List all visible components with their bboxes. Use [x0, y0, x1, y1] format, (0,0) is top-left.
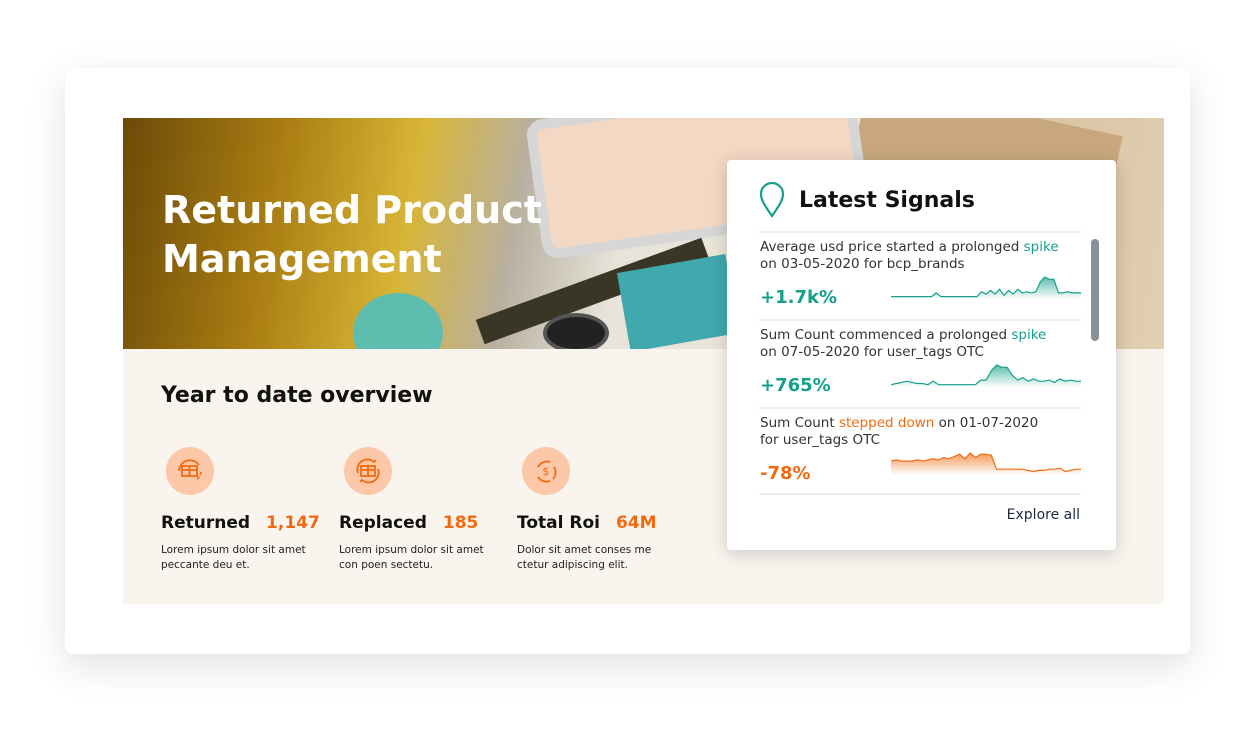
stat-description: Dolor sit amet conses me ctetur adipiscin…: [517, 544, 652, 571]
stat-replaced: Replaced 185 Lorem ipsum dolor sit amet co…: [339, 447, 509, 573]
dollar-cycle-icon: $: [522, 447, 570, 495]
signal-item[interactable]: Average usd price started a prolonged sp…: [759, 231, 1081, 319]
signal-change-value: +765%: [760, 375, 831, 396]
stat-value: 185: [442, 513, 479, 533]
stat-value: 1,147: [266, 513, 320, 533]
stat-label: Replaced: [339, 513, 427, 533]
signal-text: Sum Count stepped down on 01-07-2020 for …: [760, 415, 1039, 448]
signal-sparkline: [891, 364, 1081, 387]
signal-change-value: +1.7k%: [760, 287, 837, 308]
signal-text: Average usd price started a prolonged sp…: [760, 239, 1059, 272]
stat-description: Lorem ipsum dolor sit amet con poen secte…: [339, 544, 484, 571]
signal-change-value: -78%: [760, 463, 811, 484]
location-pin-icon: [759, 182, 785, 218]
sparkline-line: [891, 452, 1081, 473]
sparkline-line: [891, 364, 1081, 386]
page-title: Returned Product Management: [162, 188, 542, 281]
signal-item[interactable]: Sum Count stepped down on 01-07-2020 for …: [759, 407, 1081, 495]
stat-value: 64M: [615, 513, 657, 533]
scrollbar[interactable]: [1091, 239, 1099, 341]
stat-label: Total Roi: [517, 513, 600, 533]
stat-description: Lorem ipsum dolor sit amet peccante deu e…: [161, 544, 306, 571]
explore-all-link[interactable]: Explore all: [1006, 507, 1080, 523]
box-return-icon: [166, 447, 214, 495]
sparkline-area: [891, 365, 1081, 387]
signal-sparkline: [891, 276, 1081, 299]
signal-item[interactable]: Sum Count commenced a prolonged spike on …: [759, 319, 1081, 407]
overview-title: Year to date overview: [161, 383, 433, 408]
sparkline-area: [891, 277, 1081, 299]
box-replace-icon: [344, 447, 392, 495]
stat-label: Returned: [161, 513, 251, 533]
sparkline-line: [891, 276, 1081, 298]
signal-text: Sum Count commenced a prolonged spike on …: [760, 327, 1047, 360]
stat-total-roi: $ Total Roi 64M Dolor sit amet conses me c…: [517, 447, 687, 573]
stat-returned: Returned 1,147 Lorem ipsum dolor sit amet…: [161, 447, 331, 573]
latest-signals-card: Latest Signals Average usd price started…: [727, 160, 1116, 550]
signal-sparkline: [891, 452, 1081, 475]
signals-title: Latest Signals: [799, 187, 975, 213]
svg-text:$: $: [543, 465, 550, 478]
sparkline-area: [891, 453, 1081, 475]
